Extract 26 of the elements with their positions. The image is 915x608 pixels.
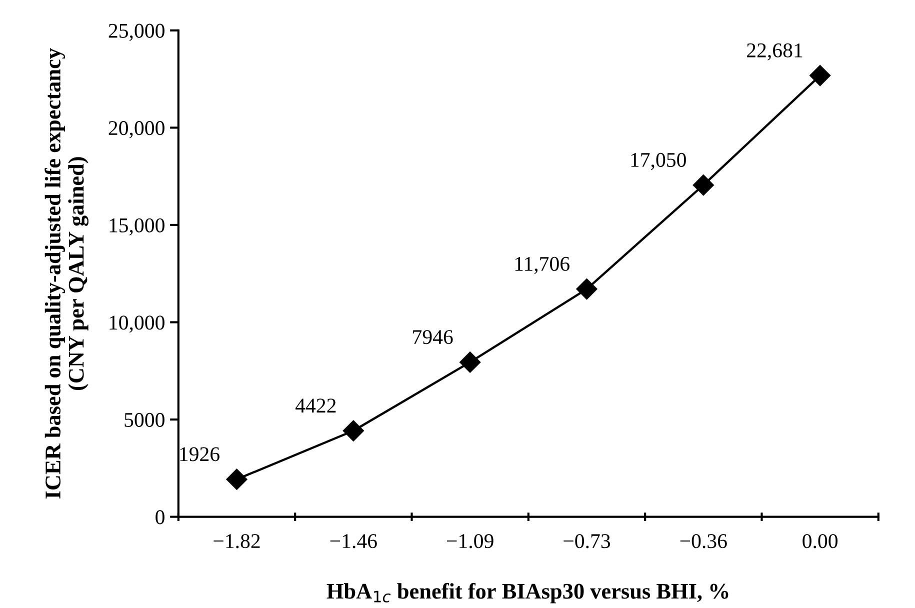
x-tick-label: −1.46 <box>330 534 377 548</box>
data-label: 7946 <box>413 330 453 344</box>
y-tick-label: 0 <box>156 510 164 524</box>
point <box>810 65 831 86</box>
data-label: 22,681 <box>747 43 802 60</box>
data-label: 17,050 <box>631 152 686 170</box>
point <box>460 352 481 373</box>
x-tick-label: −0.73 <box>564 534 610 548</box>
point <box>576 278 598 300</box>
y-tick-label: 20,000 <box>108 121 164 138</box>
x-tick-label: −1.09 <box>447 534 494 548</box>
point <box>692 174 714 196</box>
x-tick-label: −1.82 <box>214 534 260 548</box>
x-tick-label: 0.00 <box>802 534 838 548</box>
x-axis-title: HbA$_{1c}$ benefit for BIAsp30 versus BHI, % <box>326 582 728 604</box>
y-tick-label: 25,000 <box>108 24 164 41</box>
data-label: 4422 <box>295 398 336 412</box>
data-label: 11,706 <box>515 256 570 274</box>
point <box>226 468 248 490</box>
y-axis-title: ICER based on quality-adjusted life expectancy (CNY per QALY gained) <box>44 48 88 498</box>
y-tick-label: 10,000 <box>110 316 164 333</box>
point <box>342 420 364 442</box>
x-tick-label: −0.36 <box>680 534 727 548</box>
y-tick-label: 15,000 <box>110 218 164 236</box>
y-tick-label: 5000 <box>124 412 164 427</box>
data-label: 1926 <box>180 447 220 462</box>
